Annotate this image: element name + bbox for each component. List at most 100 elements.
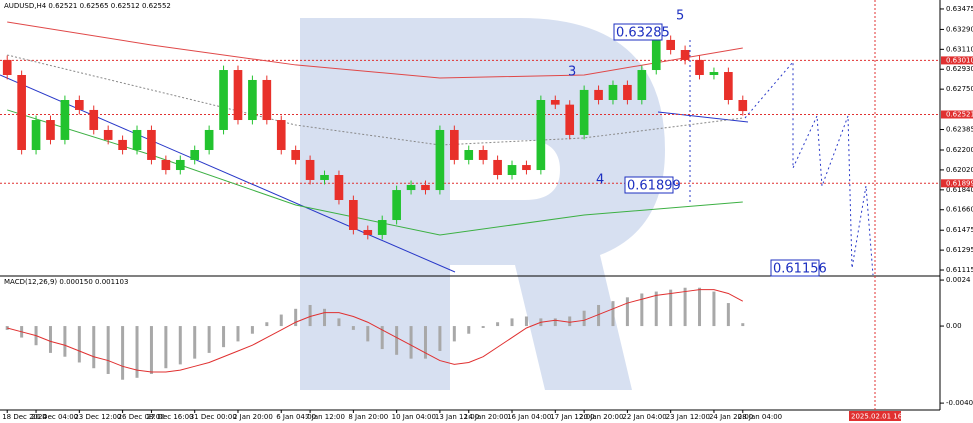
macd-bar <box>5 326 9 330</box>
x-tick-label: 22 Jan 04:00 <box>622 413 666 421</box>
candle-body <box>262 79 272 121</box>
y-tick-label: 0.62750 <box>946 85 973 93</box>
macd-bar <box>669 289 673 327</box>
macd-bar <box>149 326 153 374</box>
candle-body <box>118 139 127 151</box>
macd-bar <box>250 326 254 334</box>
y-tick-label: 0.62385 <box>946 126 973 134</box>
candle-body <box>623 84 632 101</box>
candle-body <box>31 120 41 151</box>
x-tick-label: 10 Jan 04:00 <box>392 413 436 421</box>
macd-bar <box>222 326 226 348</box>
macd-bar <box>452 326 456 342</box>
wave-label: 4 <box>596 173 604 188</box>
x-tick-label: 20 Jan 20:00 <box>579 413 623 421</box>
x-tick-label: 23 Jan 12:00 <box>666 413 710 421</box>
wave-label: 5 <box>676 9 684 24</box>
chart-title: AUDUSD,H4 0.62521 0.62565 0.62512 0.6255… <box>4 2 171 10</box>
macd-bar <box>48 326 52 353</box>
macd-bar <box>481 326 485 328</box>
macd-bar <box>524 316 528 327</box>
y-tick-label: 0.62200 <box>946 146 973 154</box>
macd-bar <box>726 303 730 327</box>
candle-body <box>161 159 171 171</box>
price-box <box>770 259 820 277</box>
x-tick-label: 2 Jan 20:00 <box>233 413 273 421</box>
macd-bar <box>121 326 125 380</box>
y-tick-label: 0.62020 <box>946 166 973 174</box>
macd-bar <box>553 318 557 327</box>
macd-bar <box>510 318 514 327</box>
macd-bar <box>265 322 269 327</box>
candle-body <box>709 72 719 76</box>
macd-bar <box>236 326 240 342</box>
y-tick-label: -0.00402 <box>946 399 973 407</box>
candle-body <box>608 84 618 101</box>
candle-body <box>46 120 55 140</box>
candle-body <box>75 100 84 110</box>
macd-bar <box>568 316 572 327</box>
candle-body <box>89 109 99 130</box>
macd-bar <box>164 326 168 369</box>
macd-bar <box>308 304 312 327</box>
candle-body <box>219 70 228 130</box>
x-tick-label: 18 Dec 2024 <box>2 413 47 421</box>
candle-body <box>103 129 113 140</box>
crosshair-box <box>849 411 901 421</box>
candle-body <box>464 150 474 160</box>
y-tick-label: 0.63290 <box>946 25 973 33</box>
candle-body <box>666 39 675 51</box>
candle-body <box>522 165 531 171</box>
macd-bar <box>207 326 211 353</box>
candle-body <box>450 129 459 160</box>
x-tick-label: 28 Jan 04:00 <box>738 413 782 421</box>
candle-body <box>565 104 575 135</box>
candle-body <box>435 129 445 191</box>
moving-average <box>7 54 743 146</box>
candle-body <box>377 220 387 235</box>
macd-bar <box>423 326 427 359</box>
macd-bar <box>712 291 716 327</box>
candle-body <box>421 184 430 191</box>
x-tick-label: 17 Jan 12:00 <box>550 413 594 421</box>
y-tick-label: 0.61295 <box>946 246 973 254</box>
macd-bar <box>77 326 81 363</box>
price-box-label: 0.63285 <box>616 26 670 41</box>
candle-body <box>550 100 560 105</box>
macd-bar <box>178 326 182 365</box>
price-box-label: 0.61899 <box>627 179 681 194</box>
y-tick-label: 0.00 <box>946 322 962 330</box>
price-level-label: 0.63010 <box>946 56 973 64</box>
price-box-label: 0.61156 <box>773 262 827 277</box>
macd-bar <box>351 326 355 330</box>
candle-body <box>175 159 185 171</box>
macd-bar <box>597 304 601 327</box>
y-tick-label: 0.0024 <box>946 276 971 284</box>
x-tick-label: 13 Jan 12:00 <box>435 413 479 421</box>
macd-bar <box>294 308 298 327</box>
price-level-box <box>941 110 973 119</box>
x-tick-label: 14 Jan 20:00 <box>464 413 508 421</box>
candle-body <box>60 100 70 140</box>
macd-bar <box>135 326 139 378</box>
candle-body <box>392 190 401 221</box>
macd-bar <box>467 326 471 334</box>
candle-body <box>637 70 647 101</box>
candle-body <box>291 150 300 160</box>
macd-bar <box>741 323 745 327</box>
macd-bar <box>698 287 702 327</box>
y-tick-label: 0.61115 <box>946 266 973 274</box>
x-tick-label: 6 Jan 04:00 <box>276 413 316 421</box>
candle-body <box>680 50 690 60</box>
price-level-label: 0.62521 <box>946 110 973 118</box>
candle-body <box>478 150 488 160</box>
candle-body <box>334 175 344 201</box>
candle-body <box>132 129 142 151</box>
candle-body <box>594 89 603 101</box>
candle-body <box>305 159 315 180</box>
wave-label: 3 <box>568 65 576 80</box>
moving-average <box>7 21 743 79</box>
macd-bar <box>337 318 341 327</box>
x-tick-label: 27 Dec 16:00 <box>146 413 193 421</box>
